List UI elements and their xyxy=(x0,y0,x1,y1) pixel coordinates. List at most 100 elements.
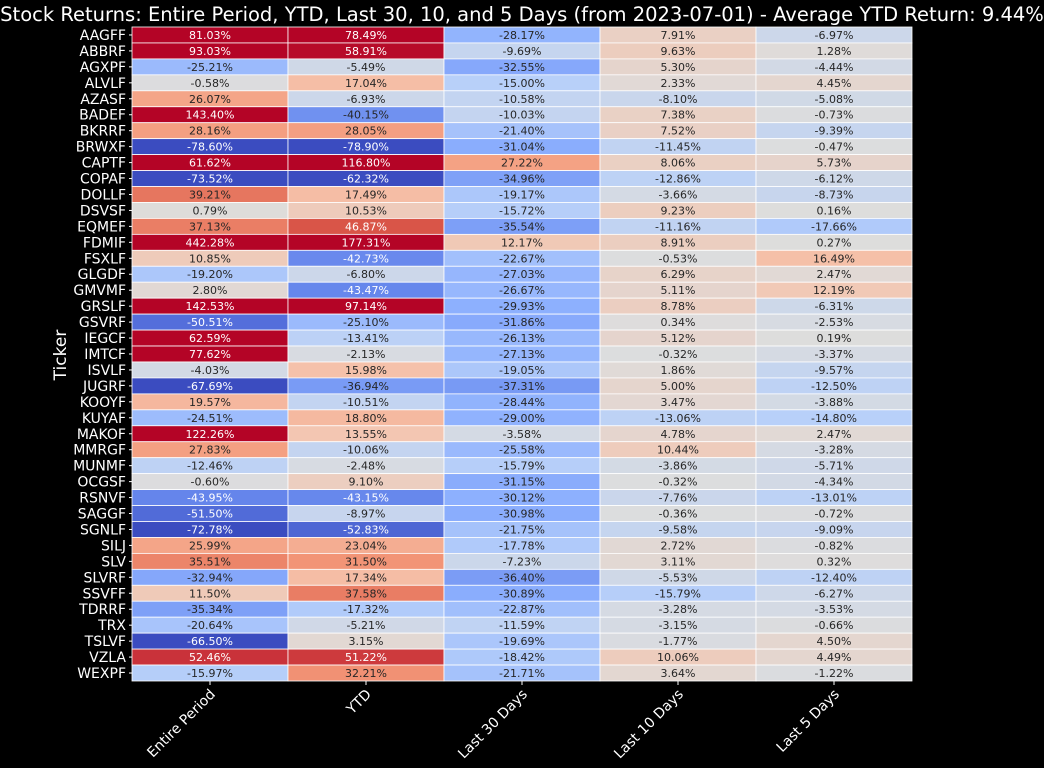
cell-value-trx-last-30-days: -11.59% xyxy=(499,619,545,632)
cell-value-ssvff-ytd: 37.58% xyxy=(345,587,387,600)
y-axis-label: Ticker xyxy=(51,330,71,382)
cell-value-silj-last-5-days: -0.82% xyxy=(815,539,854,552)
y-tick-ocgsf: OCGSF xyxy=(77,475,126,491)
cell-value-rsnvf-last-5-days: -13.01% xyxy=(811,492,857,505)
cell-value-slvrf-entire-period: -32.94% xyxy=(187,571,233,584)
cell-value-saggf-ytd: -8.97% xyxy=(347,508,386,521)
cell-value-rsnvf-entire-period: -43.95% xyxy=(187,492,233,505)
cell-value-imtcf-last-30-days: -27.13% xyxy=(499,348,545,361)
cell-value-alvlf-last-30-days: -15.00% xyxy=(499,77,545,90)
cell-value-fsxlf-last-5-days: 16.49% xyxy=(813,252,855,265)
cell-value-grslf-entire-period: 142.53% xyxy=(186,300,235,313)
y-tick-dsvsf: DSVSF xyxy=(80,203,126,219)
cell-value-fsxlf-last-30-days: -22.67% xyxy=(499,252,545,265)
cell-value-fdmif-last-10-days: 8.91% xyxy=(661,236,696,249)
cell-value-ssvff-entire-period: 11.50% xyxy=(189,587,231,600)
x-tick-last-5-days: Last 5 Days xyxy=(774,687,843,756)
y-tick-alvlf: ALVLF xyxy=(85,76,126,92)
y-tick-grslf: GRSLF xyxy=(81,299,126,315)
cell-value-alvlf-last-5-days: 4.45% xyxy=(817,77,852,90)
cell-value-gsvrf-last-10-days: 0.34% xyxy=(661,316,696,329)
cell-value-ocgsf-entire-period: -0.60% xyxy=(191,476,230,489)
cell-value-vzla-last-30-days: -18.42% xyxy=(499,651,545,664)
y-tick-tslvf: TSLVF xyxy=(84,634,126,650)
cell-value-dsvsf-ytd: 10.53% xyxy=(345,204,387,217)
cell-value-captf-entire-period: 61.62% xyxy=(189,157,231,170)
cell-value-munmf-last-5-days: -5.71% xyxy=(815,460,854,473)
cell-value-badef-last-5-days: -0.73% xyxy=(815,109,854,122)
cell-value-brwxf-last-30-days: -31.04% xyxy=(499,141,545,154)
cell-value-glgdf-last-10-days: 6.29% xyxy=(661,268,696,281)
cell-value-slvrf-last-10-days: -5.53% xyxy=(659,571,698,584)
cell-value-slv-last-30-days: -7.23% xyxy=(503,555,542,568)
cell-value-eqmef-ytd: 46.87% xyxy=(345,220,387,233)
cell-value-rsnvf-ytd: -43.15% xyxy=(343,492,389,505)
cell-value-dsvsf-last-30-days: -15.72% xyxy=(499,204,545,217)
cell-value-dsvsf-last-10-days: 9.23% xyxy=(661,204,696,217)
cell-value-jugrf-ytd: -36.94% xyxy=(343,380,389,393)
cell-value-fsxlf-last-10-days: -0.53% xyxy=(659,252,698,265)
cell-value-kuyaf-last-30-days: -29.00% xyxy=(499,412,545,425)
cell-value-eqmef-last-10-days: -11.16% xyxy=(655,220,701,233)
cell-value-ssvff-last-30-days: -30.89% xyxy=(499,587,545,600)
cell-value-jugrf-entire-period: -67.69% xyxy=(187,380,233,393)
y-tick-abbrf: ABBRF xyxy=(79,44,126,60)
y-tick-fdmif: FDMIF xyxy=(83,235,126,251)
cell-value-brwxf-last-5-days: -0.47% xyxy=(815,141,854,154)
cell-value-gmvmf-last-5-days: 12.19% xyxy=(813,284,855,297)
cell-value-tslvf-entire-period: -66.50% xyxy=(187,635,233,648)
cell-value-azasf-last-5-days: -5.08% xyxy=(815,93,854,106)
cell-value-tdrrf-last-30-days: -22.87% xyxy=(499,603,545,616)
cell-value-wexpf-last-30-days: -21.71% xyxy=(499,667,545,680)
cell-value-slvrf-last-5-days: -12.40% xyxy=(811,571,857,584)
cell-value-dsvsf-last-5-days: 0.16% xyxy=(817,204,852,217)
cell-value-trx-last-10-days: -3.15% xyxy=(659,619,698,632)
y-tick-glgdf: GLGDF xyxy=(78,267,126,283)
cell-value-munmf-entire-period: -12.46% xyxy=(187,460,233,473)
y-tick-vzla: VZLA xyxy=(89,650,126,666)
cell-value-jugrf-last-10-days: 5.00% xyxy=(661,380,696,393)
cell-value-eqmef-last-5-days: -17.66% xyxy=(811,220,857,233)
cell-value-dollf-ytd: 17.49% xyxy=(345,188,387,201)
y-tick-sgnlf: SGNLF xyxy=(80,522,126,538)
cell-value-ocgsf-last-10-days: -0.32% xyxy=(659,476,698,489)
cell-value-brwxf-last-10-days: -11.45% xyxy=(655,141,701,154)
cell-value-fdmif-entire-period: 442.28% xyxy=(186,236,235,249)
cell-value-dollf-last-5-days: -8.73% xyxy=(815,188,854,201)
cell-value-silj-last-30-days: -17.78% xyxy=(499,539,545,552)
y-tick-captf: CAPTF xyxy=(82,156,126,172)
y-tick-dollf: DOLLF xyxy=(81,187,126,203)
cell-value-abbrf-entire-period: 93.03% xyxy=(189,45,231,58)
cell-value-jugrf-last-30-days: -37.31% xyxy=(499,380,545,393)
cell-value-glgdf-last-30-days: -27.03% xyxy=(499,268,545,281)
cell-value-wexpf-last-5-days: -1.22% xyxy=(815,667,854,680)
y-tick-copaf: COPAF xyxy=(80,172,126,188)
y-tick-badef: BADEF xyxy=(79,108,126,124)
cell-value-dollf-last-30-days: -19.17% xyxy=(499,188,545,201)
y-tick-trx: TRX xyxy=(97,618,126,634)
cell-value-ocgsf-last-30-days: -31.15% xyxy=(499,476,545,489)
cell-value-aagff-last-10-days: 7.91% xyxy=(661,29,696,42)
y-tick-isvlf: ISVLF xyxy=(88,363,126,379)
cell-value-imtcf-entire-period: 77.62% xyxy=(189,348,231,361)
cell-value-saggf-last-30-days: -30.98% xyxy=(499,508,545,521)
y-tick-kuyaf: KUYAF xyxy=(82,411,126,427)
cell-value-tdrrf-last-10-days: -3.28% xyxy=(659,603,698,616)
cell-value-kuyaf-ytd: 18.80% xyxy=(345,412,387,425)
cell-value-sgnlf-last-5-days: -9.09% xyxy=(815,523,854,536)
cell-value-slv-last-5-days: 0.32% xyxy=(817,555,852,568)
cell-value-isvlf-last-10-days: 1.86% xyxy=(661,364,696,377)
cell-value-gsvrf-last-5-days: -2.53% xyxy=(815,316,854,329)
cell-value-rsnvf-last-10-days: -7.76% xyxy=(659,492,698,505)
cell-value-sgnlf-last-30-days: -21.75% xyxy=(499,523,545,536)
y-tick-imtcf: IMTCF xyxy=(84,347,126,363)
cell-value-iegcf-last-5-days: 0.19% xyxy=(817,332,852,345)
cell-value-agxpf-entire-period: -25.21% xyxy=(187,61,233,74)
cell-value-kooyf-last-10-days: 3.47% xyxy=(661,396,696,409)
cell-value-fsxlf-ytd: -42.73% xyxy=(343,252,389,265)
cell-value-slv-last-10-days: 3.11% xyxy=(661,555,696,568)
cell-value-captf-last-5-days: 5.73% xyxy=(817,157,852,170)
y-tick-rsnvf: RSNVF xyxy=(79,491,126,507)
cell-value-badef-last-30-days: -10.03% xyxy=(499,109,545,122)
cell-value-agxpf-last-10-days: 5.30% xyxy=(661,61,696,74)
